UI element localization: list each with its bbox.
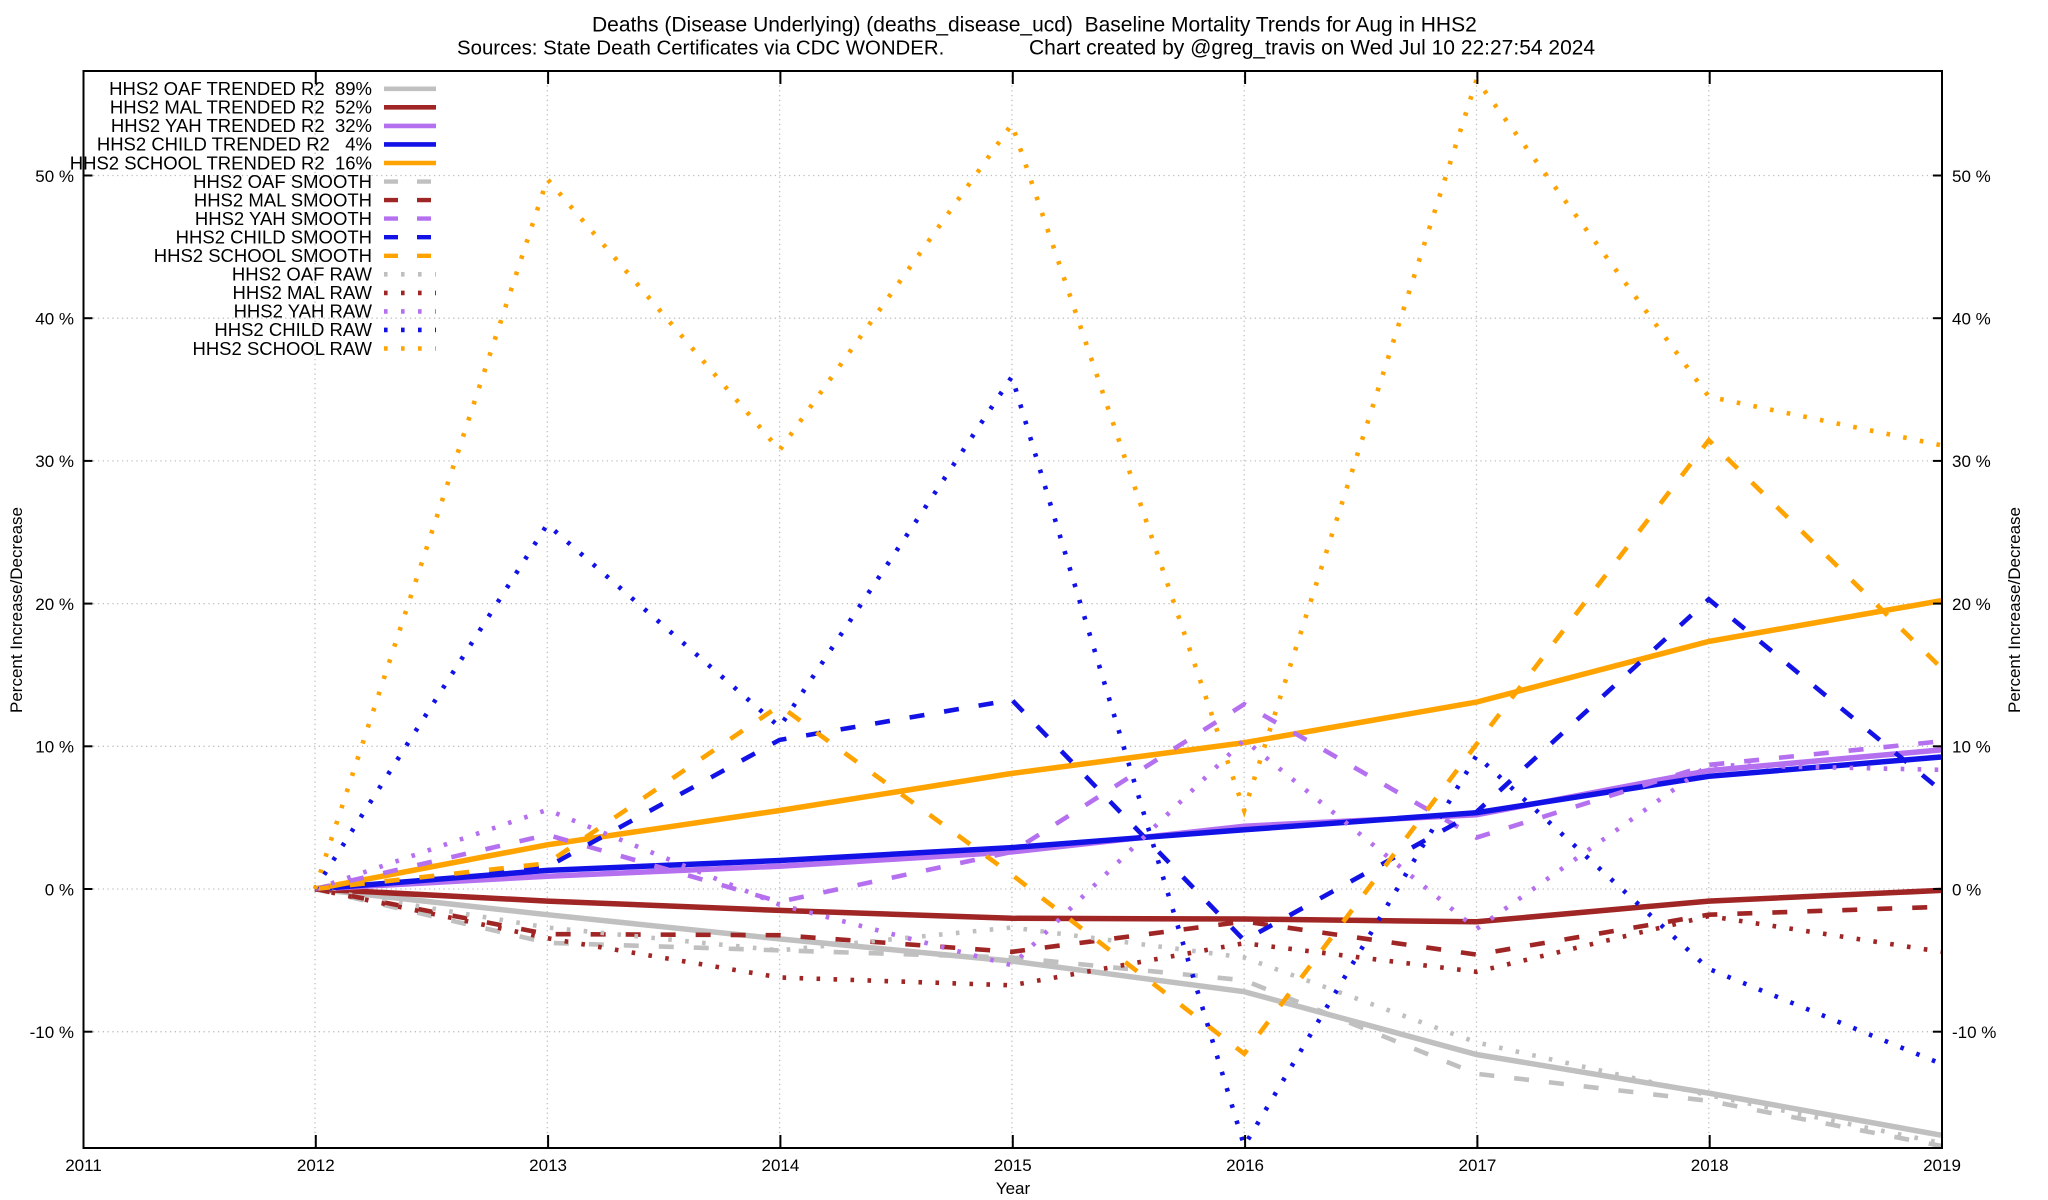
svg-text:HHS2 SCHOOL TRENDED R2 16%: HHS2 SCHOOL TRENDED R2 16% [70, 152, 372, 173]
svg-text:Sources: State Death Certifica: Sources: State Death Certificates via CD… [457, 38, 944, 60]
svg-text:50 %: 50 % [35, 167, 74, 186]
svg-text:HHS2 YAH SMOOTH: HHS2 YAH SMOOTH [195, 208, 372, 229]
svg-text:40 %: 40 % [35, 310, 74, 329]
svg-text:HHS2 CHILD SMOOTH: HHS2 CHILD SMOOTH [176, 227, 372, 248]
svg-text:0 %: 0 % [45, 880, 74, 899]
svg-text:10 %: 10 % [1952, 738, 1991, 757]
svg-text:HHS2 SCHOOL RAW: HHS2 SCHOOL RAW [192, 338, 372, 359]
svg-text:HHS2 CHILD TRENDED R2 4%: HHS2 CHILD TRENDED R2 4% [97, 134, 372, 155]
svg-text:2011: 2011 [65, 1156, 102, 1175]
svg-text:2016: 2016 [1226, 1156, 1264, 1175]
svg-text:HHS2 MAL SMOOTH: HHS2 MAL SMOOTH [194, 189, 372, 210]
svg-text:30 %: 30 % [35, 452, 74, 471]
svg-text:-10 %: -10 % [1952, 1023, 1996, 1042]
svg-text:Percent Increase/Decrease: Percent Increase/Decrease [7, 507, 26, 713]
svg-text:Chart created by @greg_travis: Chart created by @greg_travis on Wed Jul… [1029, 37, 1595, 60]
svg-text:HHS2 OAF TRENDED R2 89%: HHS2 OAF TRENDED R2 89% [109, 78, 372, 99]
svg-text:30 %: 30 % [1952, 452, 1991, 471]
svg-text:HHS2 CHILD RAW: HHS2 CHILD RAW [214, 319, 372, 340]
svg-text:Deaths (Disease Underlying) (d: Deaths (Disease Underlying) (deaths_dise… [592, 14, 1477, 37]
svg-text:2019: 2019 [1923, 1156, 1961, 1175]
svg-text:40 %: 40 % [1952, 310, 1991, 329]
svg-text:HHS2 OAF SMOOTH: HHS2 OAF SMOOTH [193, 171, 372, 192]
svg-text:2018: 2018 [1691, 1156, 1729, 1175]
svg-text:HHS2 OAF RAW: HHS2 OAF RAW [232, 264, 373, 285]
svg-text:HHS2 MAL RAW: HHS2 MAL RAW [233, 282, 373, 303]
svg-text:HHS2 YAH RAW: HHS2 YAH RAW [234, 301, 373, 322]
svg-text:0 %: 0 % [1952, 880, 1981, 899]
svg-text:HHS2 SCHOOL SMOOTH: HHS2 SCHOOL SMOOTH [154, 245, 372, 266]
svg-text:Percent Increase/Decrease: Percent Increase/Decrease [2005, 507, 2024, 713]
svg-text:2013: 2013 [529, 1156, 567, 1175]
svg-text:2012: 2012 [297, 1156, 335, 1175]
svg-text:HHS2 MAL TRENDED R2 52%: HHS2 MAL TRENDED R2 52% [110, 97, 372, 118]
svg-text:HHS2 YAH TRENDED R2 32%: HHS2 YAH TRENDED R2 32% [111, 115, 372, 136]
svg-text:2014: 2014 [761, 1156, 799, 1175]
svg-text:20 %: 20 % [1952, 595, 1991, 614]
svg-text:-10 %: -10 % [30, 1023, 74, 1042]
svg-text:10 %: 10 % [35, 738, 74, 757]
svg-text:2017: 2017 [1458, 1156, 1496, 1175]
svg-text:2015: 2015 [994, 1156, 1032, 1175]
svg-text:20 %: 20 % [35, 595, 74, 614]
svg-text:50 %: 50 % [1952, 167, 1991, 186]
svg-text:Year: Year [996, 1179, 1031, 1198]
